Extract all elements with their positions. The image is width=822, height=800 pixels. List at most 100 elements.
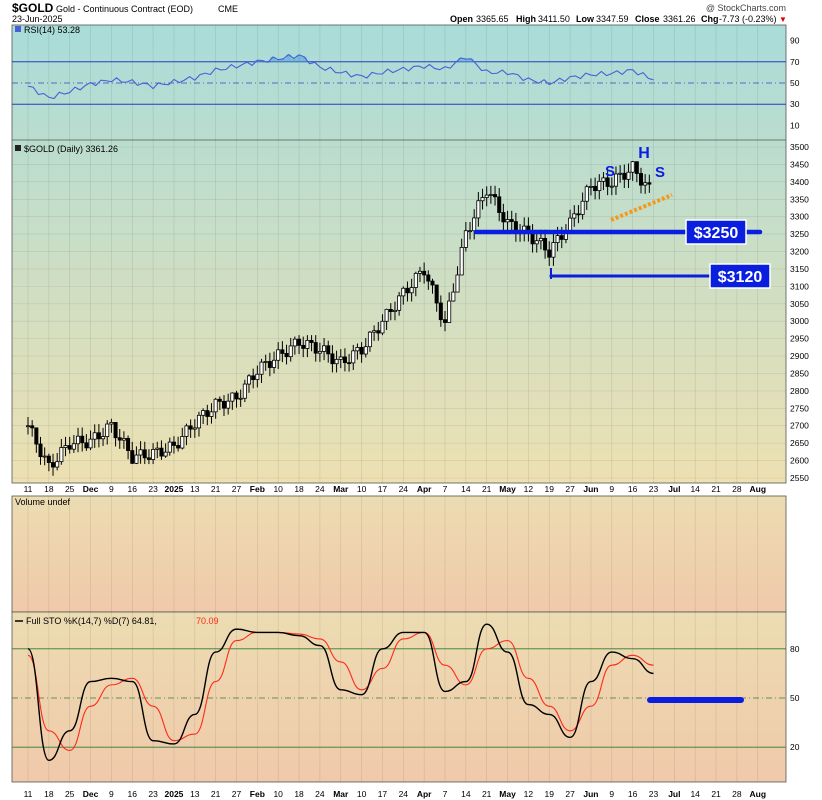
price-candle [613,166,618,195]
price-candle [238,389,243,407]
price-candle [626,163,631,189]
sto-layer [27,623,654,762]
price-candle [192,419,197,438]
candle-body [505,219,510,223]
candle-body [205,410,210,417]
x-tick-label-upper: 9 [109,484,114,494]
candle-body [347,362,352,365]
price-candle [372,325,377,341]
price-y-tick-label: 2850 [790,368,809,378]
price-candle [121,431,126,449]
price-candle [171,436,176,454]
candle-body [55,461,60,468]
x-tick-label-lower: 13 [190,789,200,799]
price-candle [167,437,172,456]
candle-body [609,185,614,188]
candle-body [643,182,648,186]
price-candle [176,436,181,452]
x-tick-label-upper: Feb [250,484,265,494]
x-tick-label-lower: 21 [211,789,221,799]
price-candle [397,291,402,316]
price-candle [38,436,43,465]
x-tick-label-lower: May [499,789,516,799]
candle-body [284,353,289,358]
candle-body [301,344,306,349]
rsi-y-tick-label: 10 [790,120,800,130]
price-candle [297,335,302,355]
candle-body [622,172,627,180]
x-tick-label-lower: 16 [128,789,138,799]
price-y-tick-label: 3000 [790,316,809,326]
x-tick-label-lower: 16 [628,789,638,799]
candle-body [272,359,277,368]
price-candle [80,427,85,452]
price-candle [317,342,322,362]
x-tick-label-upper: 9 [609,484,614,494]
candle-body [630,161,635,173]
price-candle [292,336,297,355]
price-candle [113,422,118,447]
price-candle [334,350,339,373]
rsi-y-tick-label: 30 [790,99,800,109]
volume-label: Volume undef [15,497,71,507]
price-candle [288,337,293,362]
candle-body [388,309,393,312]
candle-body [605,177,610,187]
price-candle [184,423,189,446]
candle-body [192,427,197,430]
price-candle [622,164,627,189]
x-tick-label-upper: 10 [357,484,367,494]
high-value: 3411.50 [538,14,570,24]
price-candle [405,281,410,302]
x-tick-label-lower: 9 [109,789,114,799]
candle-body [447,300,452,323]
candle-body [426,274,431,282]
annotations: $3250 $3120 S H S [473,145,771,703]
price-candle [547,241,552,266]
candle-body [363,346,368,355]
price-candle [280,341,285,363]
neckline [610,193,673,222]
price-candle [534,232,539,253]
price-candle [138,441,143,464]
close-value: 3361.26 [663,14,696,24]
price-candle [493,185,498,206]
candle-body [167,441,172,453]
candle-body [397,295,402,311]
candle-body [84,442,89,449]
x-tick-label-upper: 13 [190,484,200,494]
candle-body [259,361,264,375]
candle-body [305,339,310,349]
price-candle [263,354,268,371]
candle-body [551,242,556,258]
price-y-tick-label: 3500 [790,142,809,152]
price-candle [484,186,489,207]
price-candle [572,205,577,227]
ohlc-readout: Open 3365.65 High 3411.50 Low 3347.59 Cl… [450,14,787,24]
header-name: Gold - Continuous Contract (EOD) [56,4,193,14]
label-3120: $3120 [718,269,763,286]
price-y-tick-label: 2750 [790,403,809,413]
x-tick-label-lower: 17 [378,789,388,799]
candle-body [280,349,285,354]
candle-body [67,445,72,450]
candle-body [201,410,206,416]
price-y-tick-label: 2700 [790,421,809,431]
candle-body [101,436,106,440]
price-candle [59,438,64,465]
candle-body [413,272,418,288]
price-candle [618,165,623,183]
x-tick-label-lower: 25 [65,789,75,799]
price-y-tick-label: 2900 [790,351,809,361]
x-tick-label-upper: Apr [417,484,432,494]
x-tick-label-lower: 24 [315,789,325,799]
candle-body [501,212,506,223]
x-tick-label-lower: 27 [565,789,575,799]
x-tick-label-upper: 14 [461,484,471,494]
candle-body [221,400,226,409]
candle-body [76,435,81,445]
candle-body [267,361,272,368]
x-tick-label-upper: 23 [148,484,158,494]
candle-body [309,339,314,343]
close-label: Close [635,14,660,24]
